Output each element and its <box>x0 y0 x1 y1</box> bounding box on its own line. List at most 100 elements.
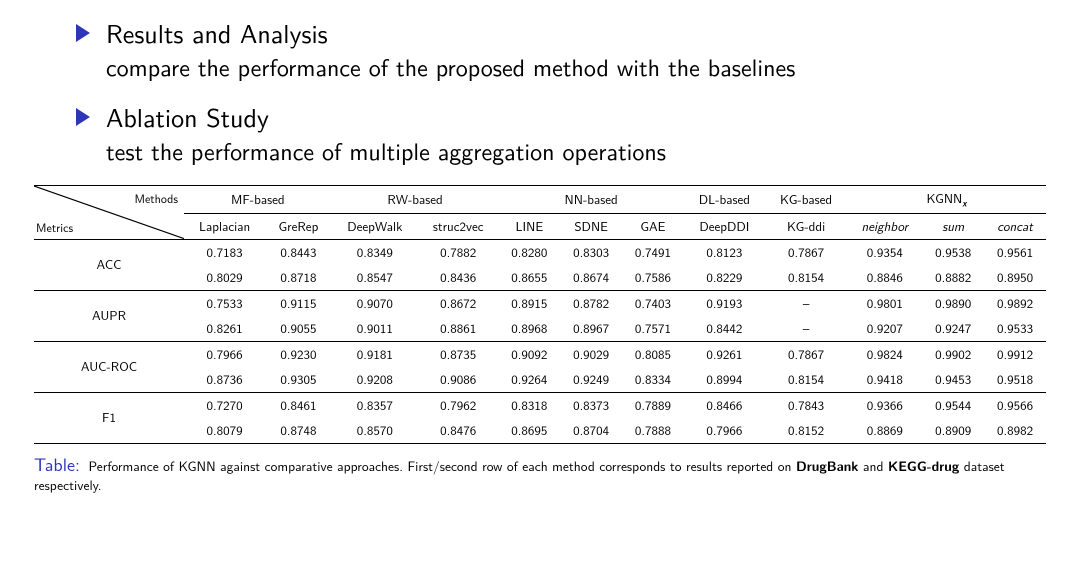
value-cell: 0.9181 <box>332 341 418 367</box>
slide: Results and Analysis compare the perform… <box>0 0 1080 494</box>
value-cell: 0.8280 <box>498 239 560 265</box>
table-row: 0.80790.87480.85700.84760.86950.87040.78… <box>34 418 1046 444</box>
caption-label: Table: <box>34 450 80 477</box>
value-cell: 0.9561 <box>984 239 1046 265</box>
value-cell: 0.8461 <box>265 392 331 418</box>
value-cell: 0.8915 <box>498 290 560 316</box>
value-cell: 0.8655 <box>498 265 560 291</box>
value-cell: 0.8846 <box>847 265 922 291</box>
value-cell: 0.9261 <box>684 341 765 367</box>
value-cell: 0.8029 <box>184 265 265 291</box>
value-cell: 0.9070 <box>332 290 418 316</box>
group-header-rw: RW-based <box>332 186 499 214</box>
triangle-bullet-icon <box>76 108 90 126</box>
value-cell: 0.8261 <box>184 316 265 342</box>
value-cell: 0.8349 <box>332 239 418 265</box>
value-cell: 0.9824 <box>847 341 922 367</box>
value-cell: – <box>765 290 847 316</box>
value-cell: 0.8882 <box>922 265 984 291</box>
metric-cell: AUPR <box>34 290 184 341</box>
table-body: ACC0.71830.84430.83490.78820.82800.83030… <box>34 239 1046 443</box>
value-cell: 0.9418 <box>847 367 922 393</box>
value-cell: 0.9354 <box>847 239 922 265</box>
value-cell: 0.8476 <box>418 418 498 444</box>
value-cell: 0.8704 <box>560 418 622 444</box>
caption-bold-1: DrugBank <box>796 457 858 476</box>
metrics-label: Metrics <box>36 218 73 236</box>
value-cell: 0.7403 <box>622 290 684 316</box>
value-cell: 0.8547 <box>332 265 418 291</box>
value-cell: 0.8736 <box>184 367 265 393</box>
value-cell: 0.7882 <box>418 239 498 265</box>
table-row: AUPR0.75330.91150.90700.86720.89150.8782… <box>34 290 1046 316</box>
value-cell: 0.8869 <box>847 418 922 444</box>
table-row: F10.72700.84610.83570.79620.83180.83730.… <box>34 392 1046 418</box>
value-cell: 0.8782 <box>560 290 622 316</box>
value-cell: 0.9029 <box>560 341 622 367</box>
col-gae: GAE <box>622 213 684 239</box>
triangle-bullet-icon <box>76 24 90 42</box>
col-deepddi: DeepDDI <box>684 213 765 239</box>
value-cell: 0.8373 <box>560 392 622 418</box>
value-cell: 0.8085 <box>622 341 684 367</box>
value-cell: 0.7533 <box>184 290 265 316</box>
value-cell: 0.9230 <box>265 341 331 367</box>
bullet-2-title: Ablation Study <box>106 98 269 136</box>
group-header-mf: MF-based <box>184 186 332 214</box>
value-cell: 0.8318 <box>498 392 560 418</box>
value-cell: 0.9566 <box>984 392 1046 418</box>
value-cell: 0.9544 <box>922 392 984 418</box>
value-cell: 0.7270 <box>184 392 265 418</box>
value-cell: 0.8735 <box>418 341 498 367</box>
value-cell: 0.8950 <box>984 265 1046 291</box>
value-cell: 0.9366 <box>847 392 922 418</box>
value-cell: 0.8436 <box>418 265 498 291</box>
value-cell: 0.8154 <box>765 265 847 291</box>
value-cell: 0.7183 <box>184 239 265 265</box>
diagonal-header-cell: Methods Metrics <box>34 186 184 240</box>
value-cell: 0.9207 <box>847 316 922 342</box>
caption-mid: and <box>858 456 887 476</box>
bullet-item-1: Results and Analysis compare the perform… <box>76 18 1046 84</box>
col-sdne: SDNE <box>560 213 622 239</box>
caption-bold-2: KEGG-drug <box>888 457 959 476</box>
value-cell: 0.7966 <box>184 341 265 367</box>
col-concat: concat <box>984 213 1046 239</box>
value-cell: 0.9092 <box>498 341 560 367</box>
value-cell: 0.8994 <box>684 367 765 393</box>
value-cell: 0.9208 <box>332 367 418 393</box>
group-header-nn: NN-based <box>498 186 683 214</box>
value-cell: 0.9902 <box>922 341 984 367</box>
value-cell: 0.7888 <box>622 418 684 444</box>
value-cell: 0.9193 <box>684 290 765 316</box>
value-cell: 0.8748 <box>265 418 331 444</box>
value-cell: 0.7571 <box>622 316 684 342</box>
value-cell: 0.8152 <box>765 418 847 444</box>
col-kgddi: KG-ddi <box>765 213 847 239</box>
bullet-1-subtitle: compare the performance of the proposed … <box>106 51 1046 83</box>
bullet-1-title: Results and Analysis <box>106 14 328 52</box>
value-cell: 0.8466 <box>684 392 765 418</box>
bullet-list: Results and Analysis compare the perform… <box>76 18 1046 167</box>
value-cell: 0.8079 <box>184 418 265 444</box>
table-row: AUC-ROC0.79660.92300.91810.87350.90920.9… <box>34 341 1046 367</box>
value-cell: 0.7962 <box>418 392 498 418</box>
table-header-row-1: Methods Metrics MF-based RW-based NN-bas… <box>34 186 1046 214</box>
value-cell: 0.8861 <box>418 316 498 342</box>
value-cell: 0.8303 <box>560 239 622 265</box>
col-struc2vec: struc2vec <box>418 213 498 239</box>
value-cell: 0.8442 <box>684 316 765 342</box>
performance-table: Methods Metrics MF-based RW-based NN-bas… <box>34 185 1046 444</box>
table-row: ACC0.71830.84430.83490.78820.82800.83030… <box>34 239 1046 265</box>
value-cell: 0.9249 <box>560 367 622 393</box>
value-cell: 0.9055 <box>265 316 331 342</box>
value-cell: 0.8674 <box>560 265 622 291</box>
value-cell: 0.8229 <box>684 265 765 291</box>
value-cell: 0.9892 <box>984 290 1046 316</box>
metric-cell: F1 <box>34 392 184 443</box>
metric-cell: ACC <box>34 239 184 290</box>
col-deepwalk: DeepWalk <box>332 213 418 239</box>
value-cell: 0.8967 <box>560 316 622 342</box>
value-cell: 0.9115 <box>265 290 331 316</box>
value-cell: 0.8672 <box>418 290 498 316</box>
